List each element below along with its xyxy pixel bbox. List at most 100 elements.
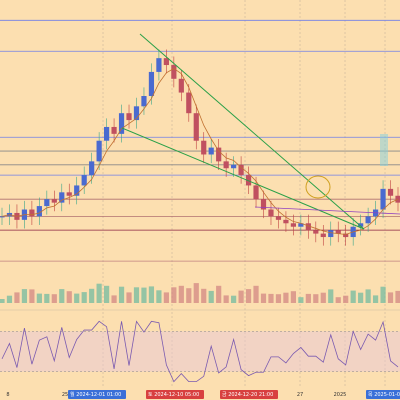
candle-body: [36, 206, 42, 217]
volume-bar: [74, 293, 80, 303]
volume-bar: [51, 294, 57, 303]
candle-body: [104, 126, 110, 141]
candle-body: [320, 233, 326, 238]
candle-body: [51, 199, 57, 203]
volume-bar: [223, 295, 229, 303]
candle-body: [260, 199, 267, 210]
volume-bar: [395, 290, 400, 303]
moving-average-line: [1, 68, 399, 235]
candle-body: [305, 223, 311, 231]
volume-bar: [6, 295, 13, 303]
volume-bar: [111, 295, 117, 303]
volume-bar: [238, 290, 244, 303]
candle-body: [223, 161, 229, 169]
candle-body: [148, 71, 155, 96]
volume-bar: [178, 285, 184, 303]
volume-bar: [380, 286, 386, 303]
volume-bar: [29, 289, 35, 303]
candle-body: [133, 106, 140, 121]
volume-bar: [59, 289, 65, 303]
volume-bar: [118, 286, 125, 303]
candle-body: [238, 164, 244, 176]
x-tick-label: 25: [62, 392, 68, 398]
volume-bar: [0, 299, 5, 303]
candle-body: [201, 140, 207, 155]
candle-body: [111, 126, 117, 134]
x-tick-label: 27: [297, 392, 303, 398]
candle-body: [358, 223, 364, 227]
candle-body: [193, 113, 199, 141]
date-badge: [220, 390, 278, 399]
candle-body: [290, 223, 296, 227]
volume-bar: [156, 290, 162, 303]
volume-bar: [208, 290, 214, 303]
candle-body: [365, 216, 371, 224]
candle-body: [343, 233, 349, 238]
volume-bar: [290, 291, 296, 303]
candle-body: [74, 185, 80, 196]
candle-body: [328, 230, 334, 238]
volume-bar: [126, 292, 132, 303]
date-badge-label: 목 2025-01-07: [368, 392, 400, 398]
candle-body: [283, 219, 289, 224]
volume-bar: [171, 287, 177, 303]
volume-bar: [21, 289, 28, 303]
candle-body: [335, 230, 341, 234]
highlight-circle: [305, 175, 331, 199]
candle-body: [298, 223, 304, 227]
volume-bar: [186, 288, 192, 303]
x-tick-label: 2025: [334, 392, 347, 398]
volume-bar: [283, 292, 289, 303]
volume-bar: [96, 283, 102, 303]
volume-bar: [343, 295, 349, 303]
candle-body: [231, 164, 237, 169]
trendline-lower: [121, 127, 365, 230]
candle-body: [171, 65, 177, 79]
date-badge-label: 토 2024-12-10 05:00: [148, 392, 199, 398]
volume-bar: [268, 293, 274, 303]
volume-bar: [260, 293, 267, 303]
candle-body: [186, 92, 192, 114]
volume-bar: [44, 293, 50, 303]
volume-bar: [298, 297, 304, 303]
oscillator-line: [1, 320, 399, 383]
candle-body: [81, 175, 87, 186]
volume-bar: [372, 295, 379, 303]
volume-bar: [335, 297, 341, 303]
candle-body: [313, 230, 319, 234]
volume-bar: [358, 292, 364, 303]
candle-body: [59, 192, 65, 203]
volume-bar: [387, 292, 394, 303]
volume-bar: [313, 294, 319, 303]
volume-bar: [141, 287, 147, 303]
candle-body: [178, 78, 184, 93]
candle-body: [66, 192, 72, 196]
candle-body: [387, 188, 394, 196]
candle-body: [0, 216, 5, 218]
volume-bar: [14, 292, 20, 303]
x-tick-label: 8: [6, 392, 9, 398]
date-badge: [68, 390, 126, 399]
volume-bar: [148, 286, 155, 303]
volume-bar: [365, 289, 371, 303]
highlight-box: [380, 134, 388, 166]
date-badge-label: 금 2024-12-20 21:00: [222, 392, 273, 398]
candle-body: [141, 96, 147, 107]
oscillator-band: [0, 331, 400, 372]
candle-body: [275, 216, 282, 220]
candle-body: [89, 161, 95, 176]
candle-body: [163, 58, 169, 66]
candle-body: [126, 113, 132, 121]
volume-bar: [193, 283, 199, 303]
candle-body: [44, 199, 50, 207]
date-badge-label: 월 2024-12-01 01:00: [70, 391, 121, 398]
candle-body: [156, 58, 162, 72]
volume-bar: [328, 289, 334, 303]
volume-bar: [305, 293, 311, 303]
volume-bar: [36, 293, 42, 303]
volume-bar: [275, 294, 282, 303]
trendline-purple: [254, 206, 400, 215]
volume-bar: [245, 289, 252, 303]
